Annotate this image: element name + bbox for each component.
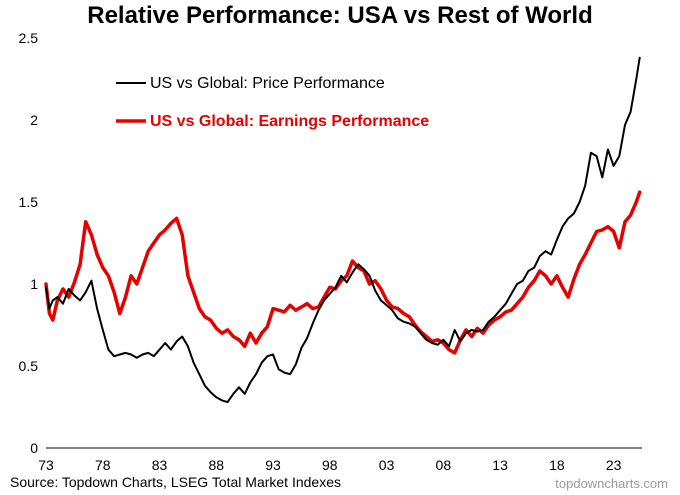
- x-tick-label: 08: [436, 457, 452, 473]
- x-tick-label: 98: [322, 457, 338, 473]
- x-tick-label: 23: [606, 457, 622, 473]
- legend-label: US vs Global: Earnings Performance: [150, 113, 429, 130]
- y-tick-label: 2: [30, 112, 38, 128]
- watermark: topdowncharts.com: [555, 476, 668, 491]
- source-note: Source: Topdown Charts, LSEG Total Marke…: [10, 474, 341, 490]
- x-tick-label: 18: [549, 457, 565, 473]
- axes: 0 0.5 1 1.5 2 2.5 73 78 83 88 93 98 03 08 13 18 23: [19, 30, 642, 473]
- earnings-performance-line: [44, 190, 642, 355]
- x-tick-label: 93: [265, 457, 281, 473]
- y-tick-label: 0: [30, 440, 38, 456]
- x-tick-label: 03: [379, 457, 395, 473]
- x-tick-label: 78: [95, 457, 111, 473]
- y-tick-label: 1: [30, 276, 38, 292]
- y-tick-label: 2.5: [19, 30, 39, 46]
- price-performance-line: [45, 56, 641, 404]
- y-tick-label: 1.5: [19, 194, 39, 210]
- chart-title: Relative Performance: USA vs Rest of Wor…: [87, 2, 593, 29]
- x-tick-label: 88: [208, 457, 224, 473]
- x-tick-label: 83: [152, 457, 168, 473]
- legend: US vs Global: Price Performance US vs Glo…: [116, 75, 429, 130]
- y-tick-label: 0.5: [19, 358, 39, 374]
- legend-label: US vs Global: Price Performance: [150, 75, 385, 92]
- x-tick-label: 13: [492, 457, 508, 473]
- x-tick-label: 73: [38, 457, 54, 473]
- series-lines: [44, 56, 642, 404]
